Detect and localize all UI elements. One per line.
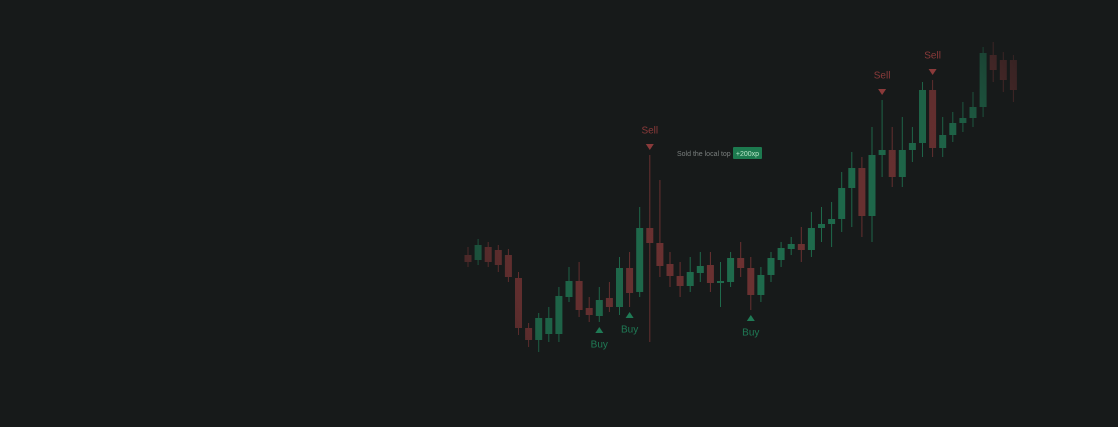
buy-label: Buy <box>742 328 759 339</box>
badge <box>733 147 762 159</box>
buy-marker <box>625 312 634 318</box>
buy-marker <box>746 315 755 321</box>
badge-text: +200xp <box>736 151 759 158</box>
sell-marker <box>645 144 654 150</box>
buy-marker <box>595 327 604 333</box>
sell-label: Sell <box>641 126 658 137</box>
buy-label: Buy <box>621 325 638 336</box>
sell-marker <box>878 89 887 95</box>
sell-label: Sell <box>924 51 941 62</box>
buy-label: Buy <box>591 340 608 351</box>
annotations: Sold the local top +200xp Buy Buy Sell Buy S… <box>591 51 941 351</box>
sell-label: Sell <box>874 71 891 82</box>
sell-marker <box>928 69 937 75</box>
annotation-text: Sold the local top <box>677 151 731 158</box>
